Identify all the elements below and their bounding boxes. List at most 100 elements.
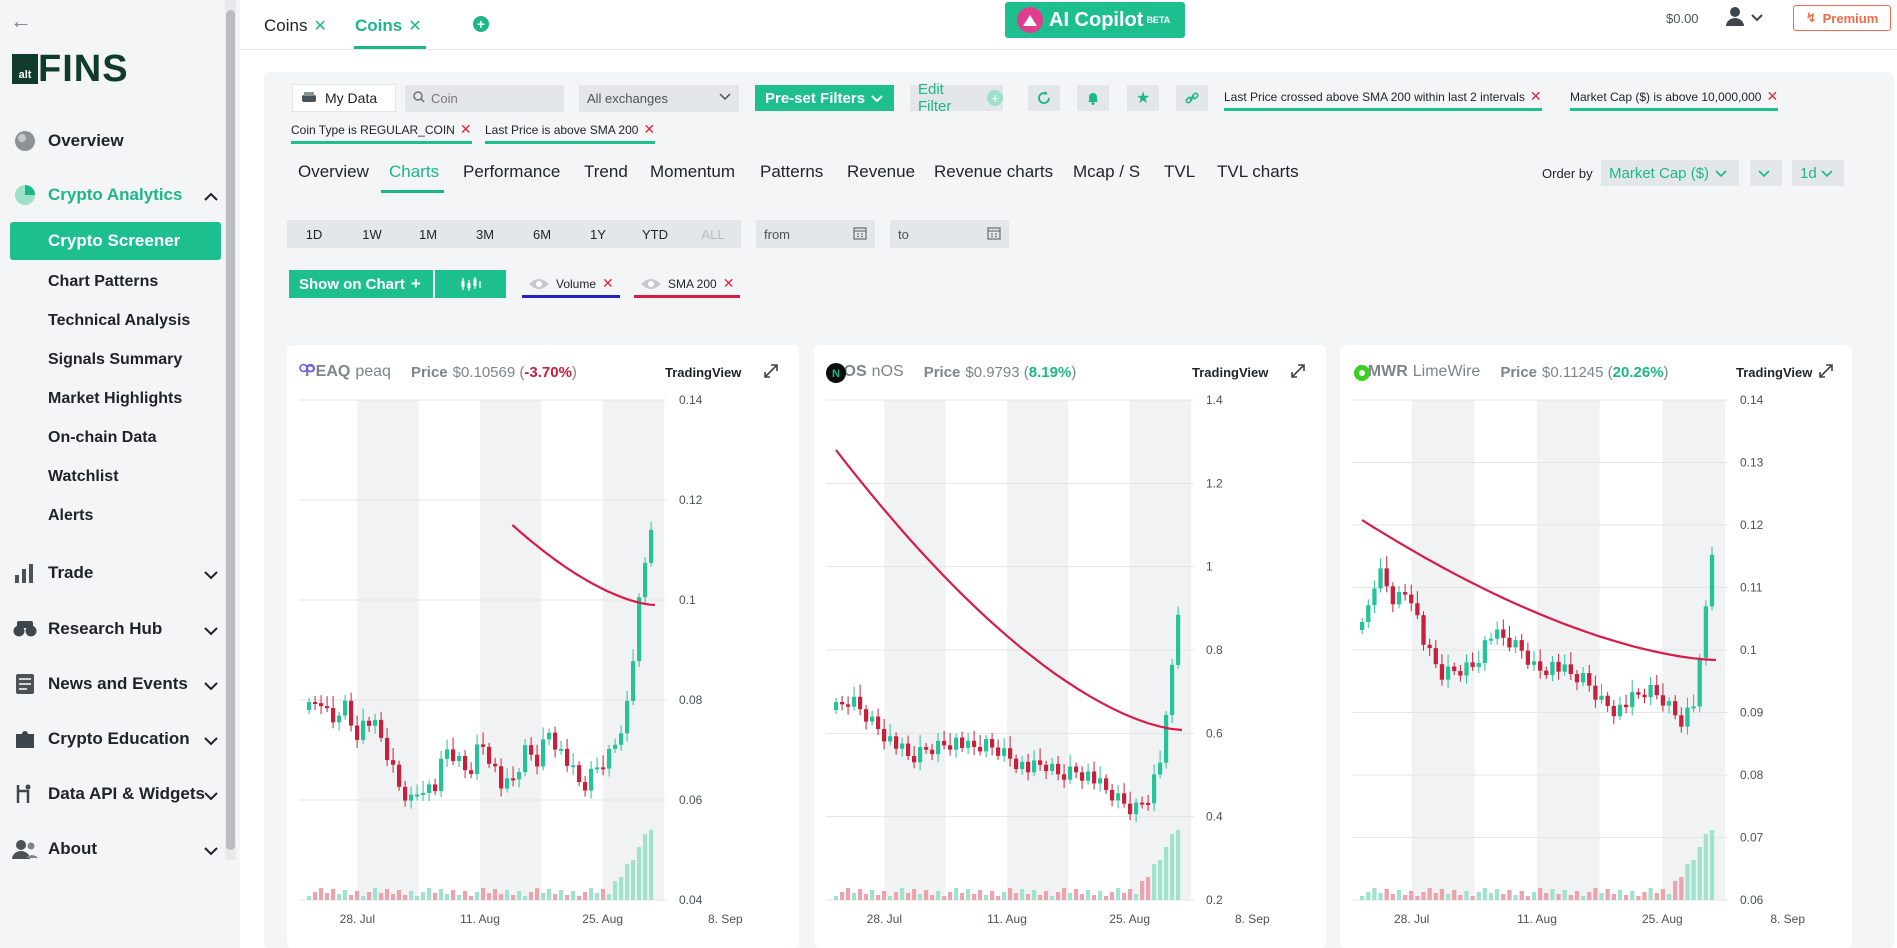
svg-text:N: N — [832, 368, 840, 380]
coin-symbol[interactable]: LMWR — [1358, 363, 1408, 380]
candle — [589, 768, 594, 791]
filter-chip[interactable]: Last Price is above SMA 200 ✕ — [485, 121, 656, 144]
sidebar-item-crypto-education[interactable]: Crypto Education — [12, 722, 222, 756]
alert-button[interactable] — [1077, 85, 1109, 111]
show-on-chart-button[interactable]: Show on Chart + — [289, 270, 433, 298]
remove-filter-icon[interactable]: ✕ — [1766, 88, 1779, 104]
filter-chip[interactable]: Last Price crossed above SMA 200 within … — [1224, 88, 1542, 111]
eye-icon[interactable] — [640, 277, 662, 294]
remove-filter-icon[interactable]: ✕ — [643, 121, 656, 137]
sidebar-item-signals-summary[interactable]: Signals Summary — [48, 351, 183, 368]
period-all[interactable]: ALL — [701, 226, 725, 242]
tab-charts[interactable]: Charts — [389, 162, 440, 181]
chart-panel-lmwr[interactable]: 0.14 0.13 0.12 0.11 0.1 0.09 0.08 0.07 0.06 28. J… — [1340, 345, 1852, 948]
sidebar-item-crypto-screener[interactable]: Crypto Screener — [10, 222, 221, 260]
remove-filter-icon[interactable]: ✕ — [1529, 88, 1542, 104]
period-ytd[interactable]: YTD — [642, 226, 668, 242]
price-chart[interactable]: 0.14 0.12 0.1 0.08 0.06 0.04 28. Jul 11. Aug 25.… — [287, 345, 799, 948]
altfins-logo[interactable]: alt FINS — [12, 50, 129, 88]
sidebar-item-news-and-events[interactable]: News and Events — [12, 667, 222, 701]
volume-bar — [439, 889, 444, 900]
remove-indicator-icon[interactable]: ✕ — [722, 275, 735, 291]
tab-momentum[interactable]: Momentum — [650, 162, 736, 181]
add-tab-icon[interactable]: + — [473, 16, 489, 32]
period-6m[interactable]: 6M — [532, 226, 552, 242]
sidebar-item-watchlist[interactable]: Watchlist — [48, 468, 119, 485]
sidebar-scrollbar[interactable] — [225, 0, 236, 860]
user-menu[interactable] — [1726, 6, 1766, 33]
tab-revenue-charts[interactable]: Revenue charts — [934, 162, 1054, 181]
period-1y[interactable]: 1Y — [590, 226, 606, 242]
my-data-button[interactable]: My Data — [292, 84, 396, 112]
interval-select[interactable]: 1d — [1792, 160, 1844, 186]
ai-copilot-button[interactable]: AI Copilot BETA — [1005, 2, 1185, 38]
volume-bar — [1384, 889, 1389, 900]
indicator-sma-200[interactable]: SMA 200 ✕ — [634, 272, 740, 298]
tradingview-link[interactable]: TradingView — [1192, 365, 1269, 380]
tradingview-link[interactable]: TradingView — [1736, 365, 1813, 380]
tab-trend[interactable]: Trend — [584, 162, 628, 181]
volume-bar — [1660, 889, 1666, 900]
tab-overview[interactable]: Overview — [298, 162, 369, 181]
price-chart[interactable]: 1.4 1.2 1 0.8 0.6 0.4 0.2 28. Jul 11. Aug 25. Aug… — [814, 345, 1326, 948]
filter-chip[interactable]: Market Cap ($) is above 10,000,000 ✕ — [1570, 88, 1779, 111]
close-tab-icon[interactable]: ✕ — [408, 18, 422, 35]
coin-name[interactable]: peaq — [355, 363, 391, 380]
chart-type-button[interactable] — [435, 270, 506, 298]
scrollbar-thumb[interactable] — [226, 10, 235, 850]
period-1w[interactable]: 1W — [362, 226, 382, 242]
volume-bar — [1648, 888, 1653, 900]
filter-chip[interactable]: Coin Type is REGULAR_COIN ✕ — [291, 121, 472, 144]
price-label: Price — [410, 363, 448, 381]
sidebar-item-alerts[interactable]: Alerts — [48, 507, 94, 524]
edit-filter-button[interactable]: Edit Filter + — [910, 81, 1003, 115]
sidebar-item-onchain-data[interactable]: On-chain Data — [48, 429, 157, 446]
tradingview-link[interactable]: TradingView — [665, 365, 742, 380]
date-from-input[interactable]: from — [756, 220, 875, 248]
tab-tvl-charts[interactable]: TVL charts — [1217, 162, 1299, 181]
sidebar-item-trade[interactable]: Trade — [12, 556, 222, 590]
tab-mcap-s[interactable]: Mcap / S — [1073, 162, 1141, 181]
tab-revenue[interactable]: Revenue — [847, 162, 916, 181]
coin-name[interactable]: LimeWire — [1412, 363, 1481, 380]
coin-name[interactable]: nOS — [871, 363, 904, 380]
back-arrow-icon[interactable]: ← — [10, 8, 32, 33]
close-tab-icon[interactable]: ✕ — [313, 18, 327, 35]
coin-symbol[interactable]: PEAQ — [305, 363, 351, 380]
chart-panel-peaq[interactable]: 0.14 0.12 0.1 0.08 0.06 0.04 28. Jul 11. Aug 25.… — [287, 345, 799, 948]
sidebar-item-about[interactable]: About — [12, 832, 222, 866]
preset-filters-button[interactable]: Pre-set Filters — [755, 85, 894, 111]
premium-button[interactable]: ↯ Premium — [1793, 5, 1891, 31]
coin-search[interactable] — [405, 85, 564, 112]
tab-tvl[interactable]: TVL — [1164, 162, 1196, 181]
price-chart[interactable]: 0.14 0.13 0.12 0.11 0.1 0.09 0.08 0.07 0.06 28. J… — [1340, 345, 1852, 948]
tab-coins-1[interactable]: Coins ✕ — [264, 16, 327, 36]
share-link-button[interactable] — [1176, 85, 1208, 111]
period-3m[interactable]: 3M — [475, 226, 495, 242]
sidebar-item-technical-analysis[interactable]: Technical Analysis — [48, 312, 191, 329]
sidebar-item-market-highlights[interactable]: Market Highlights — [48, 390, 183, 407]
chart-panel-nos[interactable]: 1.4 1.2 1 0.8 0.6 0.4 0.2 28. Jul 11. Aug 25. Aug… — [814, 345, 1326, 948]
period-1m[interactable]: 1M — [418, 226, 438, 242]
indicator-volume[interactable]: Volume ✕ — [522, 272, 620, 298]
exchange-select[interactable]: All exchanges — [579, 85, 739, 112]
remove-indicator-icon[interactable]: ✕ — [602, 275, 614, 291]
eye-icon[interactable] — [528, 277, 550, 294]
period-1d[interactable]: 1D — [305, 226, 323, 242]
remove-filter-icon[interactable]: ✕ — [459, 121, 472, 137]
sidebar-item-overview[interactable]: Overview — [12, 124, 222, 158]
tab-coins-2[interactable]: Coins ✕ — [355, 16, 422, 36]
search-input[interactable] — [431, 91, 551, 106]
refresh-button[interactable] — [1028, 85, 1060, 111]
sidebar-item-chart-patterns[interactable]: Chart Patterns — [48, 273, 159, 290]
sidebar-item-data-api-widgets[interactable]: Data API & Widgets — [12, 777, 222, 811]
order-direction-select[interactable] — [1750, 160, 1782, 186]
order-field-select[interactable]: Market Cap ($) — [1601, 160, 1739, 186]
date-to-input[interactable]: to — [890, 220, 1009, 248]
tab-performance[interactable]: Performance — [463, 162, 561, 181]
favorite-button[interactable]: ★ — [1127, 85, 1159, 111]
sidebar-item-research-hub[interactable]: Research Hub — [12, 612, 222, 646]
sidebar-item-crypto-analytics[interactable]: Crypto Analytics — [12, 178, 222, 212]
tab-patterns[interactable]: Patterns — [760, 162, 824, 181]
volume-bar — [1445, 894, 1451, 900]
